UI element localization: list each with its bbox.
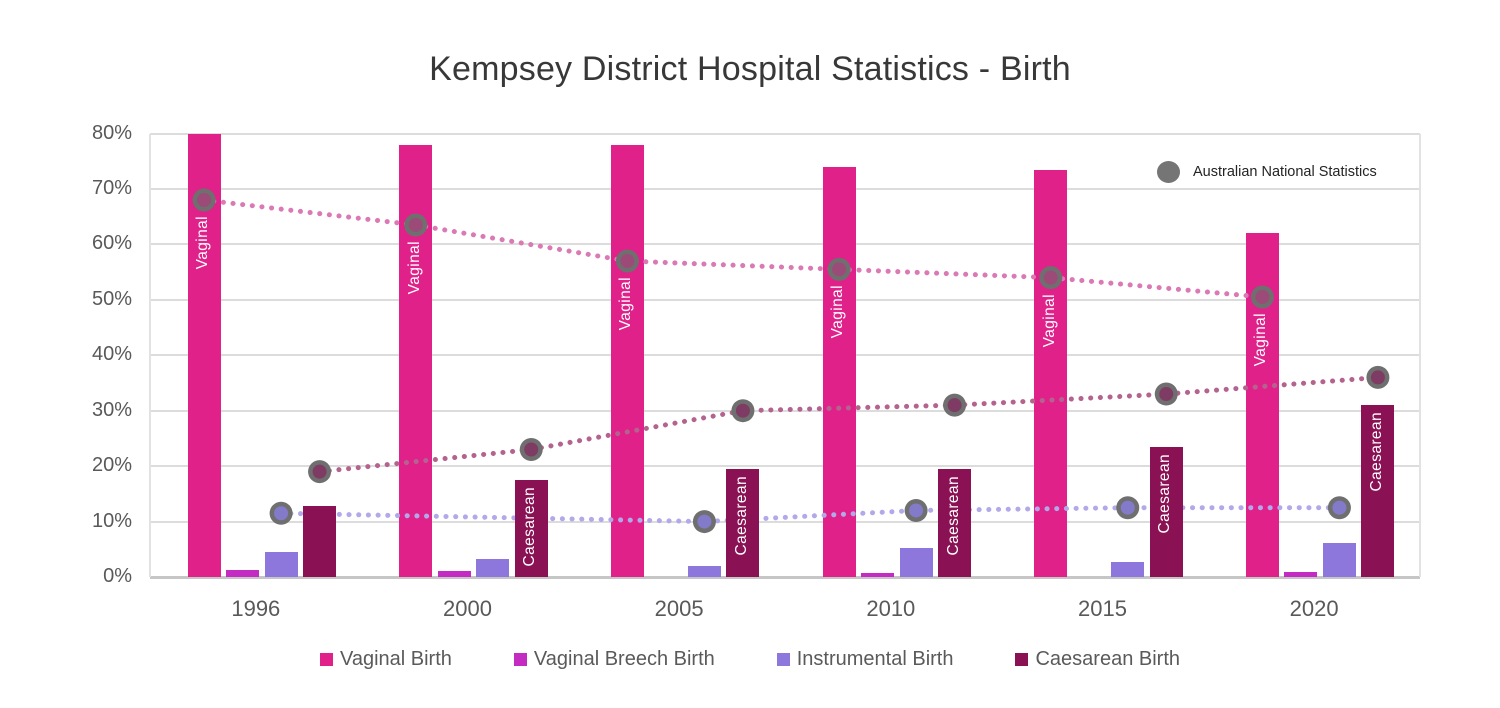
bar-caesarean-birth-2015	[1149, 446, 1183, 577]
plot-left-border	[149, 133, 151, 577]
bar-instrumental-birth-2015	[1111, 562, 1145, 577]
legend-item-vaginal-birth: Vaginal Birth	[319, 648, 452, 671]
y-axis-tick-30%: 30%	[91, 398, 132, 421]
x-axis-label-2010: 2010	[866, 596, 916, 621]
chart-title: Kempsey District Hospital Statistics - B…	[429, 50, 1071, 88]
grid-line-70%	[150, 187, 1420, 190]
grid-line-0%	[150, 576, 1420, 579]
y-axis-tick-80%: 80%	[91, 121, 132, 144]
bar-vaginal-breech-birth-2000	[437, 571, 471, 577]
series-legend: Vaginal Birth Vaginal Breech Birth Instrum…	[0, 648, 1500, 671]
national-statistics-legend-label: Australian National Statistics	[1193, 164, 1377, 180]
x-axis-label-2000: 2000	[443, 596, 492, 621]
bar-vaginal-breech-birth-2010	[861, 573, 895, 577]
grid-line-80%	[150, 132, 1420, 135]
legend-swatch-icon	[319, 653, 333, 666]
y-axis-tick-40%: 40%	[91, 343, 132, 366]
legend-swatch-icon	[513, 653, 527, 666]
y-axis-tick-60%: 60%	[91, 232, 132, 255]
legend-label: Vaginal Breech Birth	[533, 648, 715, 670]
y-axis-tick-20%: 20%	[91, 454, 132, 477]
legend-label: Caesarean Birth	[1035, 648, 1181, 670]
plot-right-border	[1419, 133, 1421, 577]
legend-item-caesarean-birth: Caesarean Birth	[1015, 648, 1180, 671]
legend-swatch-icon	[776, 653, 790, 666]
grid-line-40%	[150, 354, 1420, 357]
bar-caesarean-birth-2010	[938, 468, 972, 577]
y-axis-tick-0%: 0%	[103, 565, 132, 587]
national-statistics-marker-icon	[1157, 161, 1180, 183]
bar-vaginal-breech-birth-2020	[1284, 572, 1318, 577]
bar-caesarean-birth-2000	[514, 479, 548, 577]
x-axis-label-1996: 1996	[231, 596, 281, 621]
grid-line-50%	[150, 298, 1420, 301]
national-statistics-legend: Australian National Statistics	[1157, 161, 1377, 183]
bar-instrumental-birth-2020	[1322, 542, 1356, 577]
y-axis-tick-10%: 10%	[91, 509, 132, 532]
bar-caesarean-birth-1996	[303, 506, 337, 577]
y-axis-tick-50%: 50%	[91, 287, 132, 310]
legend-item-instrumental-birth: Instrumental Birth	[776, 648, 954, 671]
bar-instrumental-birth-1996	[264, 552, 298, 577]
bar-caesarean-birth-2005	[726, 468, 760, 577]
y-axis-tick-70%: 70%	[91, 176, 132, 199]
bar-vaginal-breech-birth-1996	[226, 570, 260, 577]
legend-item-vaginal-breech-birth: Vaginal Breech Birth	[513, 648, 715, 671]
legend-label: Vaginal Birth	[339, 648, 452, 670]
x-axis-label-2020: 2020	[1289, 596, 1339, 621]
legend-label: Instrumental Birth	[796, 648, 954, 670]
bar-instrumental-birth-2010	[899, 547, 933, 577]
bar-instrumental-birth-2000	[476, 559, 510, 577]
x-axis-label-2015: 2015	[1078, 596, 1127, 621]
bar-caesarean-birth-2020	[1361, 405, 1395, 577]
x-axis-label-2005: 2005	[654, 596, 704, 621]
bar-instrumental-birth-2005	[687, 565, 721, 577]
legend-swatch-icon	[1015, 653, 1029, 666]
